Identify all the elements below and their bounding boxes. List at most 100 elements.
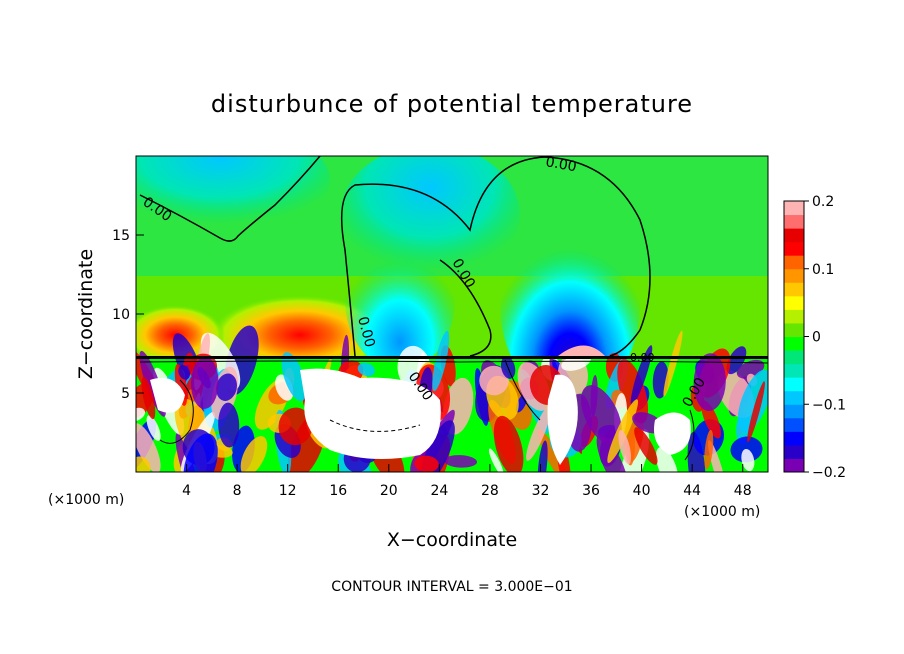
contour-lower-2 xyxy=(504,359,541,421)
colorbar-tick-label: 0 xyxy=(812,330,821,346)
colorbar-segment xyxy=(784,390,804,405)
x-tick-label: 12 xyxy=(279,483,297,499)
contour-lower-1 xyxy=(159,379,194,444)
turbulence-blob xyxy=(747,381,765,443)
y-tick-label: 10 xyxy=(112,307,130,323)
x-axis-label: X−coordinate xyxy=(387,529,517,551)
turbulence-blob xyxy=(655,446,679,472)
colorbar-segment xyxy=(784,268,804,283)
colorbar xyxy=(784,201,804,473)
y-tick-label: 15 xyxy=(112,228,130,244)
turbulence-blob xyxy=(414,455,439,472)
colorbar-segment xyxy=(784,282,804,297)
colorbar-segment xyxy=(784,458,804,473)
heatmap-interface-line xyxy=(136,356,768,359)
x-tick-label: 40 xyxy=(633,483,651,499)
x-tick-label: 36 xyxy=(582,483,600,499)
turbulence-blob xyxy=(741,448,755,472)
contour-label: 0.00 xyxy=(354,315,378,349)
colorbar-segment xyxy=(784,417,804,432)
x-tick-label: 4 xyxy=(182,483,191,499)
y-axis: 5 10 15 xyxy=(112,228,144,402)
x-unit-left: (×1000 m) xyxy=(48,492,124,508)
contour-lower-dashed xyxy=(329,419,421,432)
heatmap-cold-region-middle xyxy=(345,230,455,370)
x-axis: 4 8 12 16 20 24 28 32 36 40 44 48 xyxy=(182,464,752,499)
heatmap-cold-region-right xyxy=(500,210,640,400)
turbulence-blob xyxy=(537,440,548,472)
chart-title: disturbunce of potential temperature xyxy=(211,90,693,118)
x-unit-right: (×1000 m) xyxy=(684,504,760,520)
colorbar-tick-label: −0.1 xyxy=(812,397,846,413)
turbulence-blob xyxy=(183,433,218,472)
colorbar-segment xyxy=(784,295,804,310)
turbulence-blob xyxy=(488,448,504,472)
turbulence-blob xyxy=(141,376,156,420)
x-tick-label: 32 xyxy=(532,483,550,499)
contour-zero-left xyxy=(139,156,321,242)
contour-lines xyxy=(139,156,768,461)
colorbar-segment xyxy=(784,309,804,324)
contour-interface-upper xyxy=(139,360,768,364)
contour-zero-inner xyxy=(439,259,492,357)
turbulence-blob xyxy=(240,436,268,472)
turbulence-blob xyxy=(136,423,161,472)
turbulence-blob xyxy=(178,364,191,380)
turbulence-blob xyxy=(278,407,313,446)
turbulence-blob xyxy=(630,345,653,405)
turbulence-blob xyxy=(596,434,629,472)
turbulence-blob xyxy=(708,440,727,472)
colorbar-segment xyxy=(784,431,804,446)
turbulence-blob xyxy=(216,373,237,401)
colorbar-segment xyxy=(784,201,804,216)
contour-label: 0.00 xyxy=(544,154,577,175)
turbulence-blob xyxy=(726,346,747,375)
x-tick-label: 16 xyxy=(329,483,347,499)
turbulence-blob xyxy=(693,353,726,411)
turbulence-blob xyxy=(357,362,375,377)
heatmap-pink-bump xyxy=(558,345,605,356)
heatmap-white-region-left xyxy=(150,377,185,413)
colorbar-segment xyxy=(784,350,804,365)
colorbar-tick-label: −0.2 xyxy=(812,465,846,481)
turbulence-blob xyxy=(444,455,478,468)
colorbar-segment xyxy=(784,404,804,419)
colorbar-segment xyxy=(784,322,804,337)
turbulence-blob xyxy=(218,402,240,448)
y-axis-label: Z−coordinate xyxy=(75,249,97,379)
heatmap-cyan-region-top-left xyxy=(136,156,330,235)
turbulence-blob xyxy=(136,456,151,472)
turbulence-blob xyxy=(191,357,219,409)
turbulence-blob xyxy=(281,352,307,402)
x-tick-label: 48 xyxy=(734,483,752,499)
y-tick-label: 5 xyxy=(121,386,130,402)
heatmap-white-region-center xyxy=(300,368,441,459)
turbulence-blob xyxy=(618,430,632,465)
colorbar-labels: 0.2 0.1 0 −0.1 −0.2 xyxy=(804,194,846,481)
x-tick-label: 44 xyxy=(683,483,701,499)
colorbar-segment xyxy=(784,228,804,243)
heatmap-field xyxy=(136,156,768,472)
turbulence-blob xyxy=(146,415,161,442)
colorbar-tick-label: 0.2 xyxy=(812,194,834,210)
colorbar-segment xyxy=(784,444,804,459)
turbulence-blob xyxy=(526,405,552,461)
colorbar-segment xyxy=(784,377,804,392)
x-tick-label: 28 xyxy=(481,483,499,499)
colorbar-segment xyxy=(784,363,804,378)
contour-lower-3 xyxy=(684,409,695,461)
heatmap-white-region-far-right xyxy=(654,412,691,455)
turbulence-blob xyxy=(580,385,622,446)
turbulence-blob xyxy=(663,330,683,397)
contour-zero-middle xyxy=(340,156,651,357)
x-tick-label: 24 xyxy=(430,483,448,499)
turbulence-blob xyxy=(493,415,524,472)
colorbar-segment xyxy=(784,214,804,229)
turbulence-blob xyxy=(479,365,509,396)
turbulence-blob xyxy=(634,427,658,465)
contour-interval-note: CONTOUR INTERVAL = 3.000E−01 xyxy=(331,579,572,595)
x-tick-label: 8 xyxy=(233,483,242,499)
turbulence-blob xyxy=(704,429,714,470)
colorbar-segment xyxy=(784,255,804,270)
colorbar-segment xyxy=(784,336,804,351)
